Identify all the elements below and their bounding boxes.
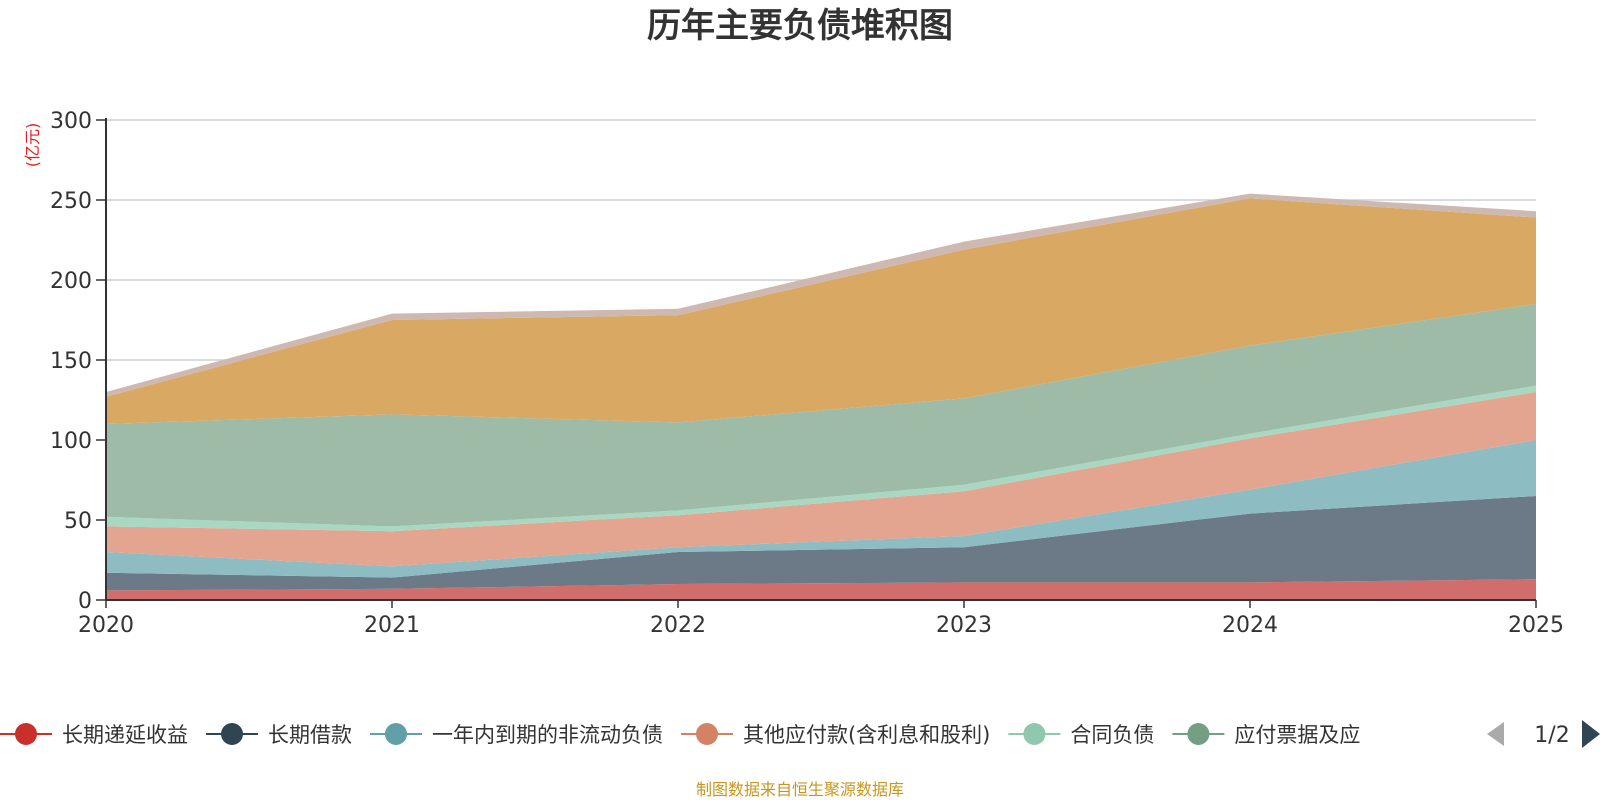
legend-item[interactable]: 合同负债: [1008, 723, 1154, 747]
legend-marker-icon: [384, 723, 407, 745]
legend-item[interactable]: 长期递延收益: [0, 723, 188, 747]
legend-marker-icon: [220, 723, 243, 745]
legend-label: 长期借款: [268, 723, 352, 747]
area-series-5: [106, 304, 1536, 527]
area-series-2: [106, 440, 1536, 578]
legend-marker-icon: [1187, 723, 1210, 745]
y-tick-label: 300: [50, 109, 92, 134]
x-tick-label: 2024: [1222, 613, 1278, 638]
y-tick-label: 150: [50, 349, 92, 374]
area-series-0: [106, 579, 1536, 600]
data-source-note: 制图数据来自恒生聚源数据库: [696, 780, 904, 799]
y-tick-label: 0: [78, 589, 92, 614]
area-series: [106, 193, 1536, 600]
legend-label: 合同负债: [1070, 723, 1154, 747]
area-series-3: [106, 392, 1536, 567]
legend-item[interactable]: 长期借款: [205, 723, 352, 747]
y-tick-label: 100: [50, 429, 92, 454]
legend-label: 其他应付款(含利息和股利): [743, 723, 990, 747]
axes: 0 50 100 150 200 250 300 2020 2021 2022 2023 2024 20…: [50, 109, 1564, 638]
legend-item[interactable]: 一年内到期的非流动负债: [369, 723, 663, 747]
legend-next-page-icon[interactable]: [1582, 720, 1600, 748]
legend[interactable]: 长期递延收益 长期借款 一年内到期的非流动负债 其他应付款(含利息和股利) 合同负债 应付…: [0, 720, 1600, 748]
legend-item[interactable]: 其他应付款(含利息和股利): [680, 723, 990, 747]
legend-marker-icon: [695, 723, 718, 745]
legend-label: 一年内到期的非流动负债: [432, 723, 663, 747]
y-axis-unit-label: (亿元): [23, 123, 42, 168]
y-tick-label: 200: [50, 269, 92, 294]
legend-items: 长期递延收益 长期借款 一年内到期的非流动负债 其他应付款(含利息和股利) 合同负债 应付…: [0, 723, 1360, 747]
x-tick-label: 2021: [364, 613, 420, 638]
x-tick-label: 2020: [78, 613, 134, 638]
y-tick-label: 50: [64, 509, 92, 534]
legend-label: 应付票据及应: [1234, 723, 1360, 747]
legend-page-indicator: 1/2: [1534, 723, 1569, 748]
chart-title: 历年主要负债堆积图: [647, 6, 953, 46]
x-tick-label: 2025: [1508, 613, 1564, 638]
area-series-4: [106, 385, 1536, 532]
x-tick-label: 2022: [650, 613, 706, 638]
legend-marker-icon: [1023, 723, 1046, 745]
area-series-6: [106, 198, 1536, 424]
area-series-1: [106, 496, 1536, 591]
legend-prev-page-icon[interactable]: [1487, 722, 1504, 746]
y-tick-label: 250: [50, 189, 92, 214]
legend-label: 长期递延收益: [62, 723, 188, 747]
x-tick-label: 2023: [936, 613, 992, 638]
legend-marker-icon: [15, 723, 37, 745]
legend-item[interactable]: 应付票据及应: [1172, 723, 1360, 747]
